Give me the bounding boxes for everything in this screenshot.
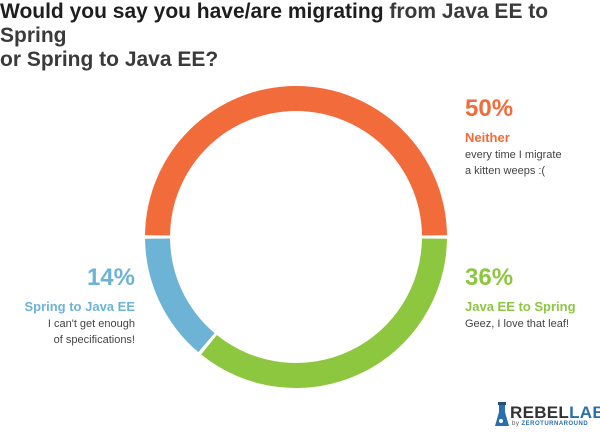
label-javaee-to-spring: 36% Java EE to Spring Geez, I love that … [465,264,595,332]
label-neither: 50% Neither every time I migrate a kitte… [465,95,595,179]
logo-wordmark: REBELLABS [510,403,600,423]
chart-title-bold: Would you say you have/are migrating [0,0,384,23]
pct-neither: 50% [465,95,514,122]
desc-neither-2: a kitten weeps :( [465,165,546,177]
slice-neither [145,85,447,236]
chart-title-line2: or Spring to Java EE? [0,48,219,71]
name-neither: Neither [465,130,510,145]
logo-rebel: REBEL [510,403,570,422]
rebellabs-logo: REBELLABS by ZEROTURNAROUND [494,400,600,432]
desc-spring-to-javaee-1: I can't get enough [47,318,135,330]
logo-subtitle: by ZEROTURNAROUND [512,421,588,427]
chart-title: Would you say you have/are migrating fro… [0,0,600,72]
desc-spring-to-javaee-2: of specifications! [53,334,135,346]
chart-title-rest: from Java EE to Spring [0,0,549,47]
logo-by: by [512,421,522,427]
logo-zeroturnaround: ZEROTURNAROUND [521,421,589,427]
slice-spring-to-javaee [145,238,215,353]
label-spring-to-javaee: 14% Spring to Java EE I can't get enough… [0,264,135,348]
pct-spring-to-javaee: 14% [86,264,135,291]
name-javaee-to-spring: Java EE to Spring [465,299,576,314]
slice-javaee-to-spring [201,238,447,388]
logo-labs: LABS [569,403,600,422]
pct-javaee-to-spring: 36% [465,264,514,291]
desc-javaee-to-spring-1: Geez, I love that leaf! [465,318,569,330]
name-spring-to-javaee: Spring to Java EE [24,299,135,314]
desc-neither-1: every time I migrate [465,149,562,161]
rebellabs-flask-icon [495,402,509,426]
